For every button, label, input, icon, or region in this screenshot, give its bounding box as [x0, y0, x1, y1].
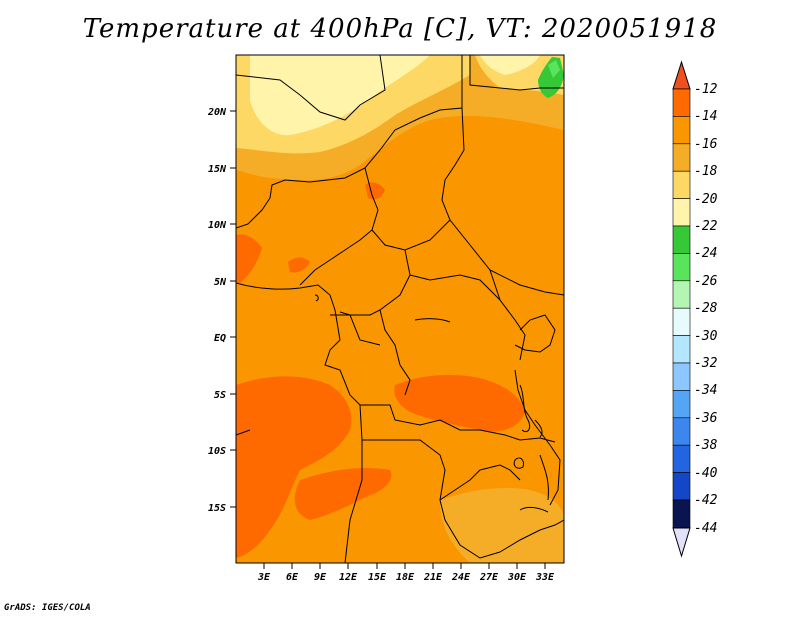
colorbar-swatch-4 — [672, 170, 691, 199]
colorbar-swatch-5 — [672, 198, 691, 227]
colorbar-label: -18 — [694, 164, 718, 179]
colorbar-top-arrow — [672, 60, 691, 90]
lon-label-21e: 21E — [423, 572, 443, 583]
field-24-26 — [548, 60, 560, 78]
colorbar-swatch-10 — [672, 335, 691, 364]
colorbar-label: -22 — [694, 219, 718, 234]
lat-label-10n: 10N — [208, 220, 227, 231]
lat-label-eq: EQ — [214, 333, 226, 344]
colorbar-swatch-8 — [672, 280, 691, 309]
colorbar-label: -24 — [694, 246, 717, 261]
colorbar-label: -32 — [694, 356, 718, 371]
colorbar-swatch-7 — [672, 253, 691, 282]
lon-label-18e: 18E — [396, 572, 415, 583]
colorbar-label: -36 — [694, 411, 718, 426]
field-12-14-east — [394, 374, 525, 432]
field-12-14-patch — [288, 257, 310, 273]
field-20-22 — [250, 55, 430, 136]
colorbar-swatch-9 — [672, 307, 691, 336]
colorbar-label: -38 — [694, 438, 718, 453]
field-12-14-southwest — [236, 376, 352, 558]
colorbar-label: -14 — [694, 109, 717, 124]
colorbar-label: -16 — [694, 137, 718, 152]
colorbar-swatch-11 — [672, 362, 691, 391]
lat-label-20n: 20N — [207, 107, 227, 118]
lon-label-30e: 30E — [507, 572, 527, 583]
colorbar-label: -20 — [694, 192, 718, 207]
colorbar-swatch-6 — [672, 225, 691, 254]
colorbar-label: -44 — [694, 521, 717, 536]
lat-label-15n: 15N — [208, 164, 227, 175]
software-credit: GrADS: IGES/COLA — [4, 603, 91, 613]
lon-axis: 3E 6E 9E 12E 15E 18E 21E 24E 27E 30E 33E — [257, 563, 555, 583]
lat-label-10s: 10S — [208, 446, 226, 457]
lon-label-24e: 24E — [451, 572, 471, 583]
temperature-field — [236, 55, 564, 563]
colorbar-swatch-14 — [672, 444, 691, 473]
colorbar-swatch-15 — [672, 472, 691, 501]
colorbar-label: -34 — [694, 383, 717, 398]
lat-label-5s: 5S — [214, 390, 226, 401]
lon-label-33e: 33E — [535, 572, 555, 583]
lat-label-5n: 5N — [214, 277, 227, 288]
colorbar-swatch-13 — [672, 417, 691, 446]
lon-label-3e: 3E — [257, 572, 271, 583]
colorbar-label: -30 — [694, 329, 718, 344]
colorbar-label: -28 — [694, 301, 718, 316]
colorbar-label: -42 — [694, 493, 718, 508]
lakes — [314, 294, 549, 513]
lon-label-12e: 12E — [339, 572, 358, 583]
colorbar-swatch-12 — [672, 390, 691, 419]
colorbar-swatch-3 — [672, 143, 691, 172]
colorbar: -12 -14 -16 -18 -20 -22 -24 -26 -28 -30 … — [672, 60, 718, 558]
colorbar-swatch-1 — [672, 88, 691, 117]
field-12-14-south — [294, 468, 392, 520]
lon-label-27e: 27E — [479, 572, 499, 583]
lon-label-15e: 15E — [368, 572, 387, 583]
field-20-22-ne — [480, 55, 540, 75]
political-borders — [236, 55, 564, 563]
lat-axis: 20N 15N 10N 5N EQ 5S 10S 15S — [207, 107, 236, 514]
colorbar-label: -12 — [694, 82, 718, 97]
map-frame — [235, 54, 565, 564]
colorbar-label: -40 — [694, 466, 718, 481]
lon-label-9e: 9E — [314, 572, 327, 583]
map-title: Temperature at 400hPa [C], VT: 202005191… — [82, 14, 718, 44]
colorbar-bottom-arrow — [672, 527, 691, 558]
colorbar-swatch-2 — [672, 116, 691, 145]
colorbar-swatch-16 — [672, 499, 691, 528]
field-12-14-west — [236, 234, 262, 283]
colorbar-label: -26 — [694, 274, 718, 289]
lat-label-15s: 15S — [208, 503, 226, 514]
field-16-18-se — [440, 488, 564, 563]
lon-label-6e: 6E — [286, 572, 299, 583]
